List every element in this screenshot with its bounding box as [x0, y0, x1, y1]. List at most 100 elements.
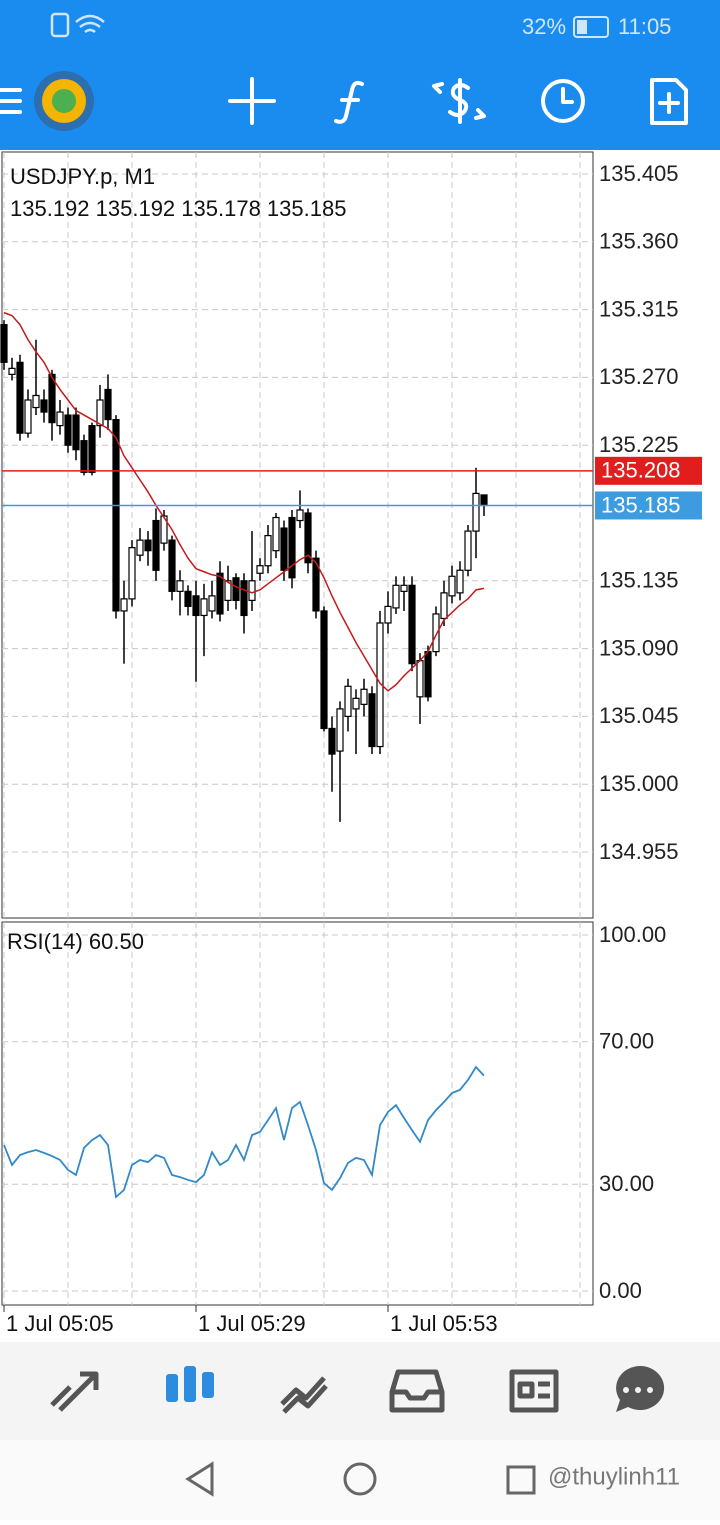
y-tick-label: 134.955 — [599, 839, 679, 864]
candle-body — [392, 584, 400, 609]
candle-body — [72, 414, 80, 451]
home-button[interactable] — [343, 1462, 377, 1496]
y-tick-label: 70.00 — [599, 1029, 654, 1054]
candle-body — [168, 539, 176, 592]
ohlc-text: 135.192 135.192 135.178 135.185 — [10, 196, 346, 221]
symbol-title: USDJPY.p, M1 — [10, 164, 155, 189]
chat-dot — [635, 1387, 641, 1393]
y-tick-label: 30.00 — [599, 1171, 654, 1196]
candle-body — [216, 572, 224, 615]
price-tag — [595, 491, 702, 520]
candle-body — [368, 693, 376, 748]
battery-text: 32% — [522, 14, 566, 39]
candle-body — [304, 512, 312, 564]
candle-body — [128, 547, 136, 600]
candle-body — [192, 595, 200, 617]
candle-body — [360, 688, 368, 705]
chart-tab-candle — [166, 1374, 178, 1402]
x-tick-label: 1 Jul 05:29 — [198, 1311, 306, 1336]
candle-body — [472, 492, 480, 532]
candle-body — [280, 527, 288, 571]
candle-body — [296, 509, 304, 522]
candle-body — [240, 580, 248, 617]
chat-dot — [647, 1387, 653, 1393]
y-tick-label: 135.000 — [599, 771, 679, 796]
app-bar — [0, 0, 720, 150]
rsi-pane — [1, 921, 594, 1306]
clock-text: 11:05 — [618, 14, 671, 39]
candle-body — [112, 418, 120, 612]
candle-body — [352, 697, 360, 710]
candle-body — [32, 394, 40, 409]
watermark: @thuylinh11 — [548, 1463, 680, 1490]
period-button[interactable] — [541, 79, 585, 123]
app-logo-center — [52, 89, 76, 113]
candle-body — [416, 660, 424, 698]
candle-body — [56, 411, 64, 427]
candle-body — [64, 414, 72, 446]
candle-body — [320, 610, 328, 730]
candle-body — [432, 613, 440, 653]
candle-body — [424, 651, 432, 698]
candle-body — [160, 515, 168, 544]
price-tag-label: 135.185 — [601, 492, 681, 517]
candle-body — [480, 494, 488, 507]
candle-body — [208, 595, 216, 612]
trade-button[interactable] — [432, 78, 486, 124]
candle-body — [24, 399, 32, 434]
candle-body — [232, 577, 240, 601]
candle-body — [184, 590, 192, 608]
indicator-button[interactable] — [334, 80, 364, 124]
chart-tab[interactable] — [166, 1366, 214, 1402]
y-tick-label: 135.225 — [599, 432, 679, 457]
candle-body — [0, 324, 8, 363]
chart-tab-candle — [184, 1366, 196, 1402]
candle-body — [248, 580, 256, 601]
candle-body — [288, 516, 296, 579]
candle-body — [16, 361, 24, 434]
candle-body — [200, 598, 208, 617]
y-tick-label: 135.405 — [599, 161, 679, 186]
trade-tab[interactable] — [280, 1376, 328, 1414]
y-tick-label: 135.360 — [599, 229, 679, 254]
wifi-icon — [75, 14, 105, 34]
candle-body — [80, 440, 88, 473]
candle-body — [408, 584, 416, 665]
crosshair-button[interactable] — [228, 77, 276, 125]
back-button[interactable] — [185, 1461, 214, 1497]
candle-body — [440, 592, 448, 620]
rsi-line — [3, 1065, 485, 1199]
bottom-nav — [0, 1342, 720, 1440]
candle-body — [144, 539, 152, 552]
candle-body — [88, 425, 96, 473]
y-tick-label: 135.315 — [599, 296, 679, 321]
candle-body — [264, 535, 272, 567]
new-order-button[interactable] — [650, 78, 688, 125]
price-tag — [595, 456, 702, 485]
candle-body — [152, 519, 160, 571]
system-nav — [0, 1440, 720, 1520]
candle-body — [376, 622, 384, 748]
candle-body — [344, 685, 352, 718]
sim-icon — [50, 12, 70, 38]
quotes-tab[interactable] — [50, 1371, 99, 1412]
menu-button[interactable] — [0, 88, 22, 114]
y-tick-label: 100.00 — [599, 922, 666, 947]
y-tick-label: 135.090 — [599, 635, 679, 660]
price-tag-label: 135.208 — [601, 458, 681, 483]
candle-body — [336, 708, 344, 752]
candle-body — [176, 580, 184, 592]
rsi-chart — [2, 922, 593, 1305]
chat-dot — [623, 1387, 629, 1393]
price-chart — [0, 152, 593, 918]
y-tick-label: 135.045 — [599, 703, 679, 728]
chart-tab-candle — [202, 1372, 214, 1398]
candle-body — [384, 605, 392, 624]
candle-body — [272, 516, 280, 552]
candle-body — [456, 569, 464, 594]
history-tab[interactable] — [389, 1369, 445, 1413]
y-tick-label: 0.00 — [599, 1278, 642, 1303]
news-tab[interactable] — [509, 1369, 559, 1413]
recents-button[interactable] — [506, 1465, 536, 1495]
